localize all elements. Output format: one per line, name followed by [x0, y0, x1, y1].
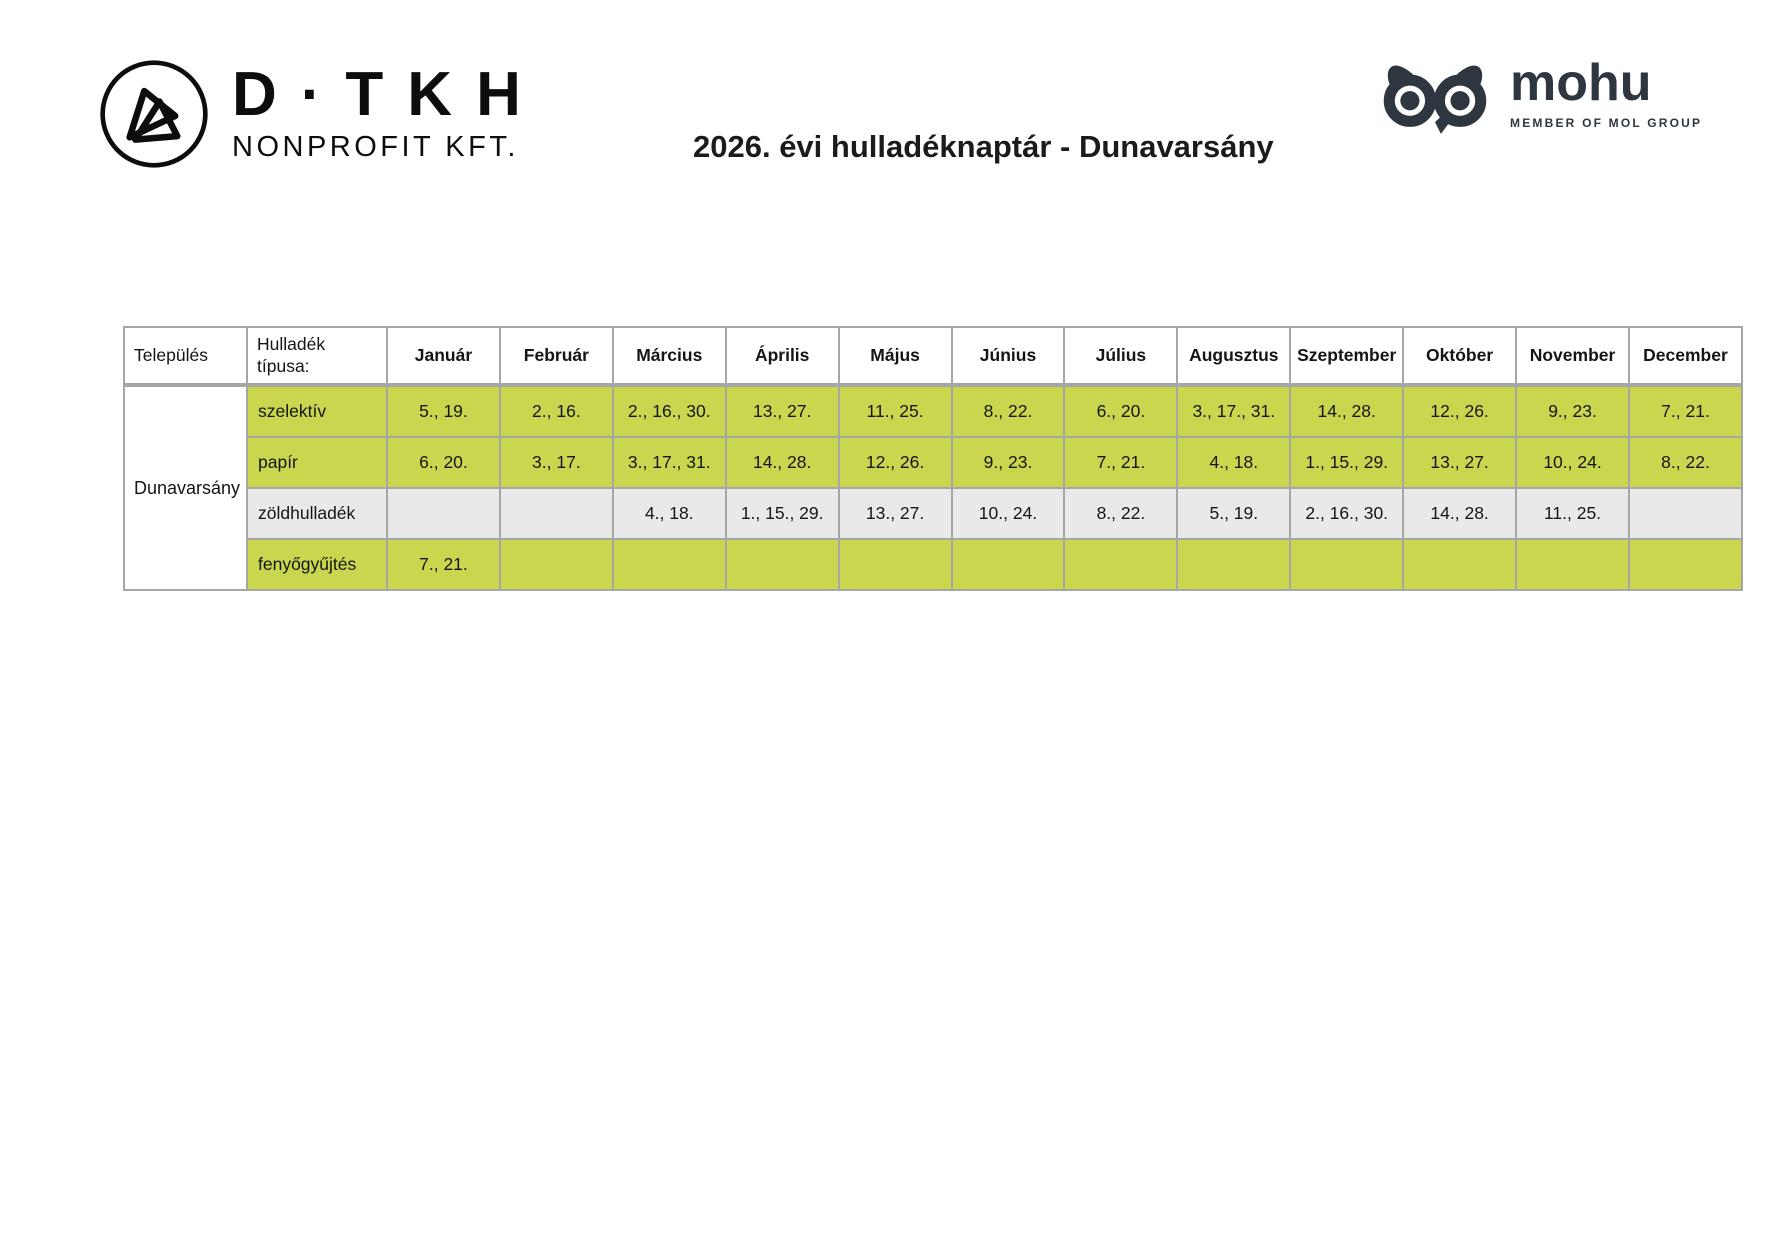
schedule-cell: 7., 21. — [1627, 384, 1744, 438]
schedule-cell: 14., 28. — [1289, 384, 1405, 438]
dtkh-wordmark-block: D·TKH NONPROFIT KFT. — [232, 64, 545, 164]
page-title: 2026. évi hulladéknaptár - Dunavarsány — [693, 129, 1274, 164]
waste-type-label: zöldhulladék — [246, 487, 388, 540]
schedule-cell: 14., 28. — [724, 436, 840, 489]
table-row: zöldhulladék 4., 18. 1., 15., 29. 13., 27. 1… — [124, 487, 1744, 540]
schedule-cell: 11., 25. — [1515, 487, 1630, 540]
schedule-cell — [611, 538, 727, 591]
schedule-cell: 9., 23. — [1515, 384, 1630, 438]
mohu-tagline: MEMBER OF MOL GROUP — [1510, 115, 1703, 130]
dtkh-logo: D·TKH NONPROFIT KFT. — [98, 58, 545, 170]
waste-type-label: fenyőgyűjtés — [246, 538, 388, 591]
waste-type-label: szelektív — [246, 384, 388, 438]
schedule-cell: 3., 17., 31. — [1176, 384, 1292, 438]
schedule-cell: 8., 22. — [1627, 436, 1744, 489]
schedule-cell — [498, 487, 614, 540]
schedule-cell: 8., 22. — [1063, 487, 1179, 540]
schedule-cell: 3., 17. — [498, 436, 614, 489]
table-header-row: Település Hulladék típusa: Január Február… — [123, 326, 1744, 387]
schedule-cell: 13., 27. — [837, 487, 953, 540]
month-header: Augusztus — [1176, 326, 1292, 387]
schedule-cell: 11., 25. — [837, 384, 953, 438]
mohu-wordmark: mohu — [1510, 54, 1652, 112]
month-header: Október — [1402, 326, 1518, 387]
schedule-cell: 12., 26. — [1402, 384, 1518, 438]
schedule-cell: 10., 24. — [950, 487, 1066, 540]
schedule-cell — [950, 538, 1066, 591]
schedule-cell — [1063, 538, 1179, 591]
month-header: Január — [386, 326, 501, 387]
schedule-cell: 7., 21. — [386, 538, 501, 591]
schedule-cell: 13., 27. — [724, 384, 840, 438]
month-header: Április — [724, 326, 840, 387]
schedule-cell — [1627, 487, 1744, 540]
month-header: Július — [1063, 326, 1179, 387]
schedule-cell: 9., 23. — [950, 436, 1066, 489]
month-header: Február — [498, 326, 614, 387]
schedule-cell: 13., 27. — [1402, 436, 1518, 489]
month-header: November — [1515, 326, 1630, 387]
schedule-cell — [1515, 538, 1630, 591]
schedule-cell: 6., 20. — [386, 436, 501, 489]
table-row: papír 6., 20. 3., 17. 3., 17., 31. 14., 28. 1… — [124, 436, 1744, 489]
schedule-cell: 7., 21. — [1063, 436, 1179, 489]
month-header: December — [1627, 326, 1744, 387]
schedule-cell: 8., 22. — [950, 384, 1066, 438]
schedule-cell: 1., 15., 29. — [1289, 436, 1405, 489]
settlement-cell: Dunavarsány — [123, 384, 248, 591]
dtkh-wordmark: D·TKH — [232, 60, 545, 129]
mohu-wordmark-block: mohu MEMBER OF MOL GROUP — [1510, 56, 1702, 130]
dtkh-subtitle: NONPROFIT KFT. — [232, 131, 519, 163]
schedule-cell: 3., 17., 31. — [611, 436, 727, 489]
schedule-cell: 5., 19. — [1176, 487, 1292, 540]
schedule-cell: 4., 18. — [1176, 436, 1292, 489]
schedule-cell: 12., 26. — [837, 436, 953, 489]
waste-type-label: papír — [246, 436, 388, 489]
schedule-cell — [724, 538, 840, 591]
waste-calendar-table: Település Hulladék típusa: Január Február… — [123, 326, 1744, 591]
schedule-cell: 5., 19. — [386, 384, 501, 438]
table-row: fenyőgyűjtés 7., 21. — [124, 538, 1744, 591]
schedule-cell: 4., 18. — [611, 487, 727, 540]
month-header: Március — [611, 326, 727, 387]
month-header: Szeptember — [1289, 326, 1405, 387]
schedule-cell: 2., 16. — [498, 384, 614, 438]
schedule-cell: 14., 28. — [1402, 487, 1518, 540]
dtkh-recycle-triangles-icon — [100, 60, 208, 168]
col-header-waste-type: Hulladék típusa: — [246, 326, 388, 387]
table-row: Dunavarsány szelektív 5., 19. 2., 16. 2., 16… — [123, 384, 1744, 591]
schedule-cell: 2., 16., 30. — [611, 384, 727, 438]
schedule-cell — [1176, 538, 1292, 591]
schedule-cell: 10., 24. — [1515, 436, 1630, 489]
month-header: Június — [950, 326, 1066, 387]
mohu-owl-icon — [1383, 65, 1487, 134]
schedule-cell — [1627, 538, 1744, 591]
schedule-cell: 1., 15., 29. — [724, 487, 840, 540]
month-header: Május — [837, 326, 953, 387]
schedule-cell — [498, 538, 614, 591]
mohu-logo: mohu MEMBER OF MOL GROUP — [1376, 56, 1702, 140]
schedule-cell: 2., 16., 30. — [1289, 487, 1405, 540]
col-header-settlement: Település — [123, 326, 248, 387]
schedule-cell — [1402, 538, 1518, 591]
schedule-cell — [386, 487, 501, 540]
schedule-cell — [837, 538, 953, 591]
schedule-cell — [1289, 538, 1405, 591]
schedule-cell: 6., 20. — [1063, 384, 1179, 438]
